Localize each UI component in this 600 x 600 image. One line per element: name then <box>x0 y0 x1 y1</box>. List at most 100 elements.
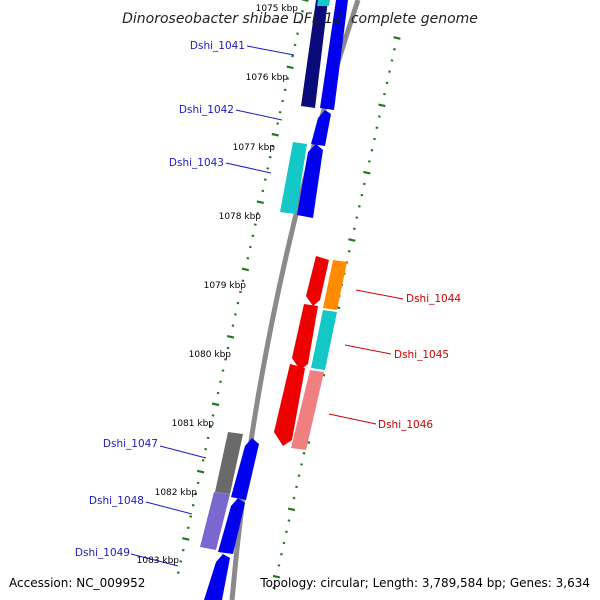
kbp-label-1078: 1078 kbp <box>219 212 262 222</box>
gene-label-dshi-1048[interactable]: Dshi_1048 <box>89 495 144 507</box>
minor-tick <box>204 447 208 451</box>
minor-tick <box>300 463 303 466</box>
gene-blue-arrow-top[interactable] <box>320 0 348 110</box>
gene-label-dshi-1041[interactable]: Dshi_1041 <box>190 40 245 52</box>
gene-dshi-1043-block[interactable] <box>280 142 307 214</box>
map-title: Dinoroseobacter shibae DFL 12, complete … <box>122 11 478 27</box>
major-tick <box>196 469 205 474</box>
minor-tick <box>301 10 304 13</box>
minor-tick <box>283 88 287 92</box>
gene-label-dshi-1049[interactable]: Dshi_1049 <box>75 547 130 559</box>
minor-tick <box>226 346 230 350</box>
minor-tick <box>296 32 299 35</box>
gene-red-arrow-2[interactable] <box>292 304 318 370</box>
minor-tick <box>224 358 227 361</box>
minor-tick <box>221 369 225 372</box>
major-tick <box>287 507 296 512</box>
minor-tick <box>186 526 190 529</box>
gene-label-dshi-1046[interactable]: Dshi_1046 <box>378 419 433 431</box>
minor-tick <box>256 212 260 215</box>
right-leader-lines <box>328 289 404 425</box>
minor-tick <box>383 92 386 96</box>
major-tick <box>286 65 294 70</box>
minor-tick <box>181 548 185 552</box>
minor-tick <box>276 122 280 125</box>
minor-tick <box>238 290 242 294</box>
major-tick <box>301 0 309 2</box>
gene-label-dshi-1047[interactable]: Dshi_1047 <box>103 438 158 450</box>
gene-dshi-1046-block[interactable] <box>291 370 324 450</box>
minor-tick <box>272 586 276 590</box>
minor-tick <box>367 160 371 163</box>
inner-scale-ticks <box>176 0 309 574</box>
major-tick <box>393 36 401 40</box>
kbp-label-1080: 1080 kbp <box>189 350 232 360</box>
minor-tick <box>253 223 257 226</box>
minor-tick <box>241 279 245 282</box>
gene-blue-arrow-1042[interactable] <box>311 110 331 146</box>
gene-label-dshi-1043[interactable]: Dshi_1043 <box>169 157 224 169</box>
gene-label-dshi-1044[interactable]: Dshi_1044 <box>406 293 461 305</box>
minor-tick <box>352 227 356 230</box>
minor-tick <box>211 414 215 417</box>
kbp-label-1082: 1082 kbp <box>155 488 198 498</box>
minor-tick <box>287 519 291 522</box>
minor-tick <box>285 530 288 533</box>
minor-tick <box>234 313 237 316</box>
minor-tick <box>261 189 265 193</box>
minor-tick <box>251 234 255 238</box>
minor-tick <box>355 216 359 219</box>
gene-dshi-1048-block[interactable] <box>200 492 230 550</box>
gene-dshi-1041-block[interactable] <box>301 0 328 108</box>
minor-tick <box>375 126 379 129</box>
kbp-label-1081: 1081 kbp <box>172 419 215 429</box>
gene-red-arrow-3[interactable] <box>274 364 305 446</box>
left-leader-lines <box>130 45 295 567</box>
minor-tick <box>302 452 306 455</box>
major-tick <box>363 170 371 175</box>
minor-tick <box>298 21 302 24</box>
minor-tick <box>271 144 275 148</box>
gene-red-arrow-1[interactable] <box>306 256 329 306</box>
minor-tick <box>372 137 376 141</box>
minor-tick <box>292 496 296 500</box>
minor-tick <box>291 54 294 58</box>
kbp-label-1076: 1076 kbp <box>246 73 289 83</box>
genome-backbone <box>229 0 361 600</box>
minor-tick <box>201 459 205 462</box>
topology-text: Topology: circular; Length: 3,789,584 bp… <box>259 576 590 590</box>
major-tick <box>271 132 279 137</box>
gene-label-dshi-1042[interactable]: Dshi_1042 <box>179 104 234 116</box>
minor-tick <box>281 99 285 103</box>
kbp-label-1077: 1077 kbp <box>233 143 276 153</box>
gene-label-dshi-1045[interactable]: Dshi_1045 <box>394 349 449 361</box>
kbp-label-1075: 1075 kbp <box>256 4 299 14</box>
gene-blue-arrow-lower-2[interactable] <box>218 498 245 554</box>
gene-cyan-top-block[interactable] <box>317 0 330 6</box>
gene-dshi-1044-block[interactable] <box>323 260 347 310</box>
minor-tick <box>206 436 210 440</box>
gene-blue-arrow-lower-1[interactable] <box>231 438 259 500</box>
major-tick <box>182 537 190 541</box>
minor-tick <box>277 564 281 567</box>
minor-tick <box>196 481 200 485</box>
gene-blue-arrow-1043[interactable] <box>297 144 323 218</box>
minor-tick <box>297 474 301 477</box>
major-tick <box>348 238 356 242</box>
gene-blue-arrow-lower-3[interactable] <box>204 554 230 600</box>
minor-tick <box>280 553 283 556</box>
major-tick <box>211 402 220 407</box>
minor-tick <box>282 541 286 545</box>
minor-tick <box>268 155 272 159</box>
gene-dshi-1045-block[interactable] <box>311 310 337 370</box>
minor-tick <box>216 391 220 395</box>
minor-tick <box>266 167 270 170</box>
kbp-label-1079: 1079 kbp <box>204 281 247 291</box>
minor-tick <box>295 485 298 489</box>
minor-tick <box>194 492 198 496</box>
minor-tick <box>362 182 366 186</box>
gene-dshi-1047-block[interactable] <box>215 432 243 494</box>
minor-tick <box>377 115 381 118</box>
minor-tick <box>248 245 252 249</box>
